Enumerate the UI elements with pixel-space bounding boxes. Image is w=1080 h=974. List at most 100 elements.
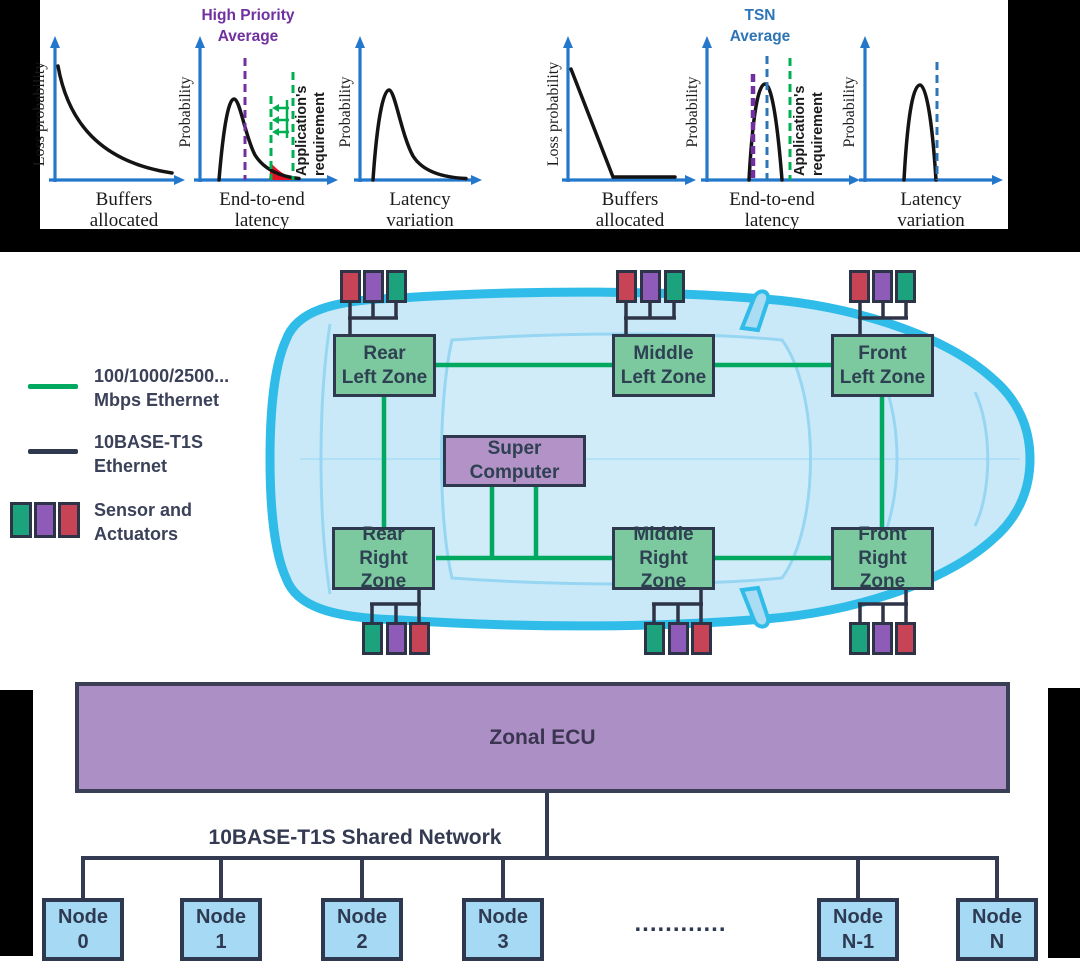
node-label-line2: 1 <box>215 930 227 953</box>
plot-latency-variation-right: Probability Latency variation <box>841 36 1003 231</box>
application-requirement-line2: requirement <box>312 92 328 176</box>
fast-ethernet-legend: 100/1000/2500... Mbps Ethernet <box>94 364 229 413</box>
sensor-box-purple <box>872 622 893 655</box>
y-axis-arrow-icon <box>50 36 60 48</box>
car-mirror-right <box>739 585 771 629</box>
y-axis-label: Probability <box>841 76 858 147</box>
super-computer-line2: Computer <box>469 462 560 483</box>
x-axis-label-line2: latency <box>235 210 290 231</box>
zone-label-line2: Right Zone <box>858 547 907 593</box>
zone-label-line2: Right Zone <box>639 547 688 593</box>
y-axis-arrow-icon <box>355 36 365 48</box>
y-axis-label: Probability <box>684 76 701 147</box>
sensor-t1s-stems <box>348 302 908 622</box>
node-3-box: Node 3 <box>462 898 544 961</box>
sensor-box-red <box>409 622 430 655</box>
zonal-architecture-section: 100/1000/2500... Mbps Ethernet 10BASE-T1… <box>0 252 1080 688</box>
variation-distribution-curve <box>371 88 468 182</box>
sensor-box-red <box>340 270 361 303</box>
high-priority-line1: High Priority <box>201 7 295 24</box>
node-label-line2: N <box>989 930 1005 953</box>
node-1-box: Node 1 <box>180 898 262 961</box>
x-axis-arrow-icon <box>992 175 1003 185</box>
loss-decay-curve <box>569 67 677 179</box>
zone-label-line2: Left Zone <box>341 366 428 388</box>
node-drop-line <box>81 856 85 898</box>
x-axis-label-line1: End-to-end <box>219 189 305 210</box>
sensor-box-teal <box>664 270 685 303</box>
x-axis-label-line2: allocated <box>596 210 665 231</box>
zone-label-line1: Rear <box>362 523 405 545</box>
sensors-legend-line2: Actuators <box>94 524 179 545</box>
node-0-box: Node 0 <box>42 898 124 961</box>
node-label-line1: Node <box>833 905 883 928</box>
sensor-box-teal <box>849 622 870 655</box>
y-axis-label: Probability <box>177 76 194 147</box>
super-computer-box: Super Computer <box>443 435 586 487</box>
t1s-ethernet-legend: 10BASE-T1S Ethernet <box>94 430 203 479</box>
shared-network-label: 10BASE-T1S Shared Network <box>208 826 502 849</box>
plot-loss-vs-buffers-right: Loss probability Buffers allocated <box>545 36 696 231</box>
node-drop-line <box>995 856 999 898</box>
zone-label-line1: Middle <box>633 342 694 364</box>
application-requirement-line1: Application's <box>792 86 808 176</box>
sensor-legend-teal-swatch <box>10 502 32 538</box>
sensor-box-teal <box>386 270 407 303</box>
tighten-arrows-icon <box>279 100 289 138</box>
latency-distribution-curve <box>217 97 301 182</box>
zone-rear-right: Rear Right Zone <box>332 524 435 592</box>
sensor-box-teal <box>362 622 383 655</box>
x-axis-label-line1: Buffers <box>602 189 659 210</box>
x-axis-label-line1: Buffers <box>96 189 153 210</box>
zone-label-line1: Front <box>858 342 907 364</box>
node-label-line2: 2 <box>356 930 368 953</box>
x-axis-arrow-icon <box>685 175 696 185</box>
node-drop-line <box>360 856 364 898</box>
node-2-box: Node 2 <box>321 898 403 961</box>
fast-ethernet-legend-line1: 100/1000/2500... <box>94 366 230 386</box>
sensor-box-red <box>691 622 712 655</box>
x-axis-arrow-icon <box>849 175 860 185</box>
t1s-ethernet-legend-line2: Ethernet <box>94 456 168 477</box>
x-axis-label-line2: allocated <box>90 210 159 231</box>
sensors-legend: Sensor and Actuators <box>94 498 192 547</box>
sensor-box-purple <box>363 270 384 303</box>
node-drop-line <box>501 856 505 898</box>
tighten-arrowheads-icon <box>272 104 279 136</box>
sensor-box-purple <box>386 622 407 655</box>
ecu-bus-drop-line <box>545 793 549 858</box>
node-ellipsis: ............ <box>634 910 727 937</box>
y-axis-label: Loss probability <box>545 62 562 166</box>
sensor-box-red <box>849 270 870 303</box>
plot-latency-variation-left: Probability Latency variation <box>337 36 482 231</box>
x-axis-arrow-icon <box>174 175 185 185</box>
x-axis-label-line2: variation <box>897 210 965 231</box>
zone-front-left: Front Left Zone <box>831 334 934 397</box>
super-computer-line1: Super <box>487 438 542 460</box>
zone-label-line2: Left Zone <box>620 366 707 388</box>
x-axis-label-line1: Latency <box>900 189 962 210</box>
x-axis-label-line1: Latency <box>389 189 451 210</box>
sensor-box-purple <box>872 270 893 303</box>
zone-label-line1: Middle <box>633 523 694 545</box>
x-axis-arrow-icon <box>471 175 482 185</box>
variation-distribution-curve <box>902 83 938 182</box>
zone-label-line1: Front <box>858 523 907 545</box>
x-axis-arrow-icon <box>327 175 338 185</box>
t1s-ethernet-line-swatch <box>28 449 78 454</box>
x-axis-label-line2: latency <box>745 210 800 231</box>
tsn-average-label: TSN Average <box>700 6 820 48</box>
node-label-line1: Node <box>196 905 246 928</box>
x-axis-label-line1: End-to-end <box>729 189 815 210</box>
t1s-ethernet-legend-line1: 10BASE-T1S <box>94 432 204 452</box>
shared-bus-line <box>82 856 998 860</box>
zone-label-line2: Left Zone <box>839 366 926 388</box>
node-n-1-box: Node N-1 <box>817 898 899 961</box>
zone-front-right: Front Right Zone <box>831 524 934 592</box>
bottom-black-strip-right <box>1048 688 1080 958</box>
tsn-line2: Average <box>729 27 791 45</box>
sensor-box-purple <box>668 622 689 655</box>
zone-label-line1: Rear <box>363 342 406 364</box>
y-axis-arrow-icon <box>702 36 712 48</box>
node-label-line1: Node <box>972 905 1022 928</box>
